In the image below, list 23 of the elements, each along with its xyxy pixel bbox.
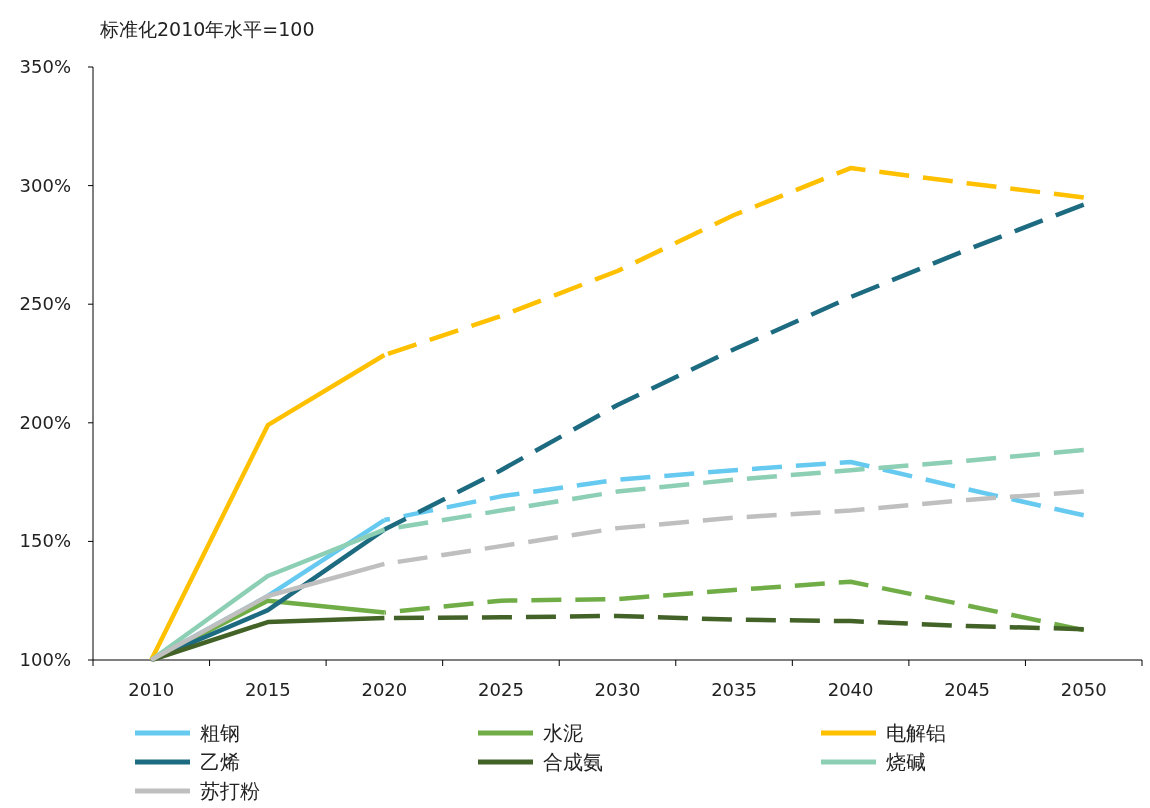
- y-axis-title: 标准化2010年水平=100: [99, 18, 315, 40]
- x-tick-label: 2020: [361, 679, 408, 700]
- x-tick-label: 2035: [711, 679, 757, 700]
- legend-label: 电解铝: [886, 721, 946, 745]
- x-tick-label: 2010: [128, 679, 175, 700]
- y-tick-label: 100%: [19, 649, 71, 670]
- x-tick-label: 2040: [827, 679, 874, 700]
- legend-label: 乙烯: [200, 750, 240, 774]
- y-tick-label: 200%: [19, 411, 71, 433]
- legend-label: 水泥: [543, 721, 583, 745]
- legend-label: 粗钢: [200, 721, 240, 745]
- x-tick-label: 2050: [1060, 679, 1107, 700]
- y-tick-label: 150%: [19, 530, 71, 552]
- x-tick-label: 2015: [244, 679, 291, 700]
- x-tick-label: 2045: [944, 679, 991, 700]
- x-tick-label: 2025: [478, 679, 524, 700]
- x-tick-label: 2030: [594, 679, 641, 700]
- legend-label: 烧碱: [886, 750, 926, 774]
- y-tick-label: 300%: [19, 174, 71, 196]
- legend-label: 合成氨: [543, 750, 603, 774]
- y-tick-label: 250%: [19, 293, 71, 315]
- legend-label: 苏打粉: [200, 779, 260, 803]
- y-tick-label: 350%: [19, 56, 71, 77]
